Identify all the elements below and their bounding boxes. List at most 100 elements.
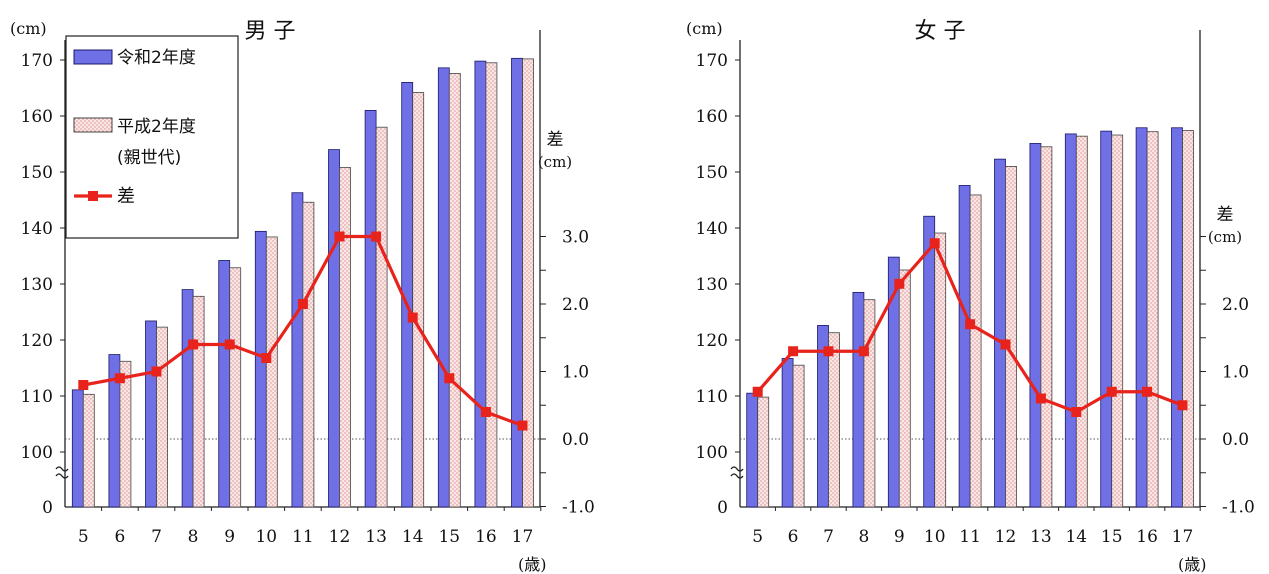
bar-heisei2: [1005, 165, 1017, 508]
x-tick-label: 12: [329, 527, 351, 547]
x-tick-label: 9: [224, 527, 235, 547]
y-tick-label: 160: [21, 107, 53, 127]
difference-point: [114, 373, 125, 384]
bar-reiwa2: [254, 230, 267, 508]
y2-axis-unit: (cm): [538, 153, 572, 171]
difference-point: [1035, 393, 1046, 404]
bar-heisei2: [1075, 135, 1088, 508]
y2-axis-unit: (cm): [1208, 228, 1242, 246]
bar-heisei2: [302, 201, 315, 508]
bar-heisei2: [757, 396, 770, 508]
bar-reiwa2: [923, 215, 936, 508]
bar-heisei2: [156, 326, 168, 508]
difference-point: [894, 278, 905, 289]
x-tick-label: 6: [114, 527, 125, 547]
y-tick-label: 100: [696, 443, 728, 463]
legend-label-diff: 差: [117, 186, 135, 207]
x-tick-label: 8: [188, 527, 199, 547]
y-tick-label: 170: [696, 51, 728, 71]
y2-tick-label: -1.0: [562, 498, 595, 518]
x-tick-label: 17: [512, 527, 534, 547]
bar-reiwa2: [994, 158, 1006, 508]
x-tick-label: 15: [438, 527, 460, 547]
y-tick-label: 100: [21, 443, 53, 463]
bar-heisei2: [119, 360, 132, 508]
x-tick-label: 10: [255, 527, 277, 547]
bar-heisei2: [522, 58, 534, 508]
x-tick-label: 11: [292, 527, 314, 547]
bar-heisei2: [934, 232, 947, 508]
difference-point: [188, 339, 199, 350]
y2-tick-label: 1.0: [1222, 363, 1249, 383]
bar-heisei2: [1182, 130, 1194, 508]
difference-point: [78, 380, 89, 390]
y2-tick-label: 2.0: [562, 295, 589, 315]
axis-break-mark: [730, 466, 744, 479]
x-tick-label: 6: [788, 527, 799, 547]
y-tick-label: 130: [696, 275, 728, 295]
bar-heisei2: [229, 267, 242, 508]
x-tick-label: 13: [365, 527, 387, 547]
x-tick-label: 13: [1030, 527, 1052, 547]
legend-label-reiwa2: 令和2年度: [117, 48, 196, 68]
chart-title: 男 子: [245, 19, 296, 44]
difference-point: [965, 319, 976, 330]
difference-point: [1177, 400, 1188, 411]
y2-tick-label: 2.0: [1222, 295, 1249, 315]
y2-axis-label: 差: [547, 130, 564, 150]
bar-heisei2: [412, 92, 425, 508]
legend-label-parent-generation: (親世代): [117, 148, 181, 168]
boys-chart-panel: 男 子(cm)(歳)差(cm)1001101201301401501601700…: [10, 19, 595, 574]
bar-reiwa2: [71, 389, 84, 508]
y-tick-label: 140: [21, 219, 53, 239]
y-tick-label: 160: [696, 107, 728, 127]
difference-point: [929, 238, 940, 249]
difference-point: [1071, 407, 1082, 417]
difference-point: [752, 386, 763, 397]
bar-reiwa2: [291, 192, 304, 508]
y-tick-label: 150: [696, 163, 728, 183]
bar-reiwa2: [1100, 130, 1113, 508]
y2-tick-label: -1.0: [1222, 498, 1255, 518]
bar-heisei2: [192, 295, 205, 508]
girls-chart-panel: 女 子(cm)(歳)差(cm)1001101201301401501601700…: [686, 19, 1255, 574]
bar-heisei2: [828, 332, 840, 508]
difference-point: [151, 366, 162, 377]
x-tick-label: 14: [402, 527, 424, 547]
legend-swatch-heisei2: [73, 117, 113, 133]
x-tick-label: 7: [823, 527, 834, 547]
y2-tick-label: 0.0: [1222, 430, 1249, 450]
bar-heisei2: [375, 126, 388, 508]
y2-tick-label: 1.0: [562, 363, 589, 383]
bar-reiwa2: [437, 67, 450, 508]
bar-heisei2: [82, 393, 95, 508]
bar-heisei2: [898, 269, 911, 508]
x-tick-label: 15: [1101, 527, 1123, 547]
difference-point: [480, 407, 491, 417]
x-tick-label: 7: [151, 527, 162, 547]
bar-reiwa2: [474, 60, 487, 508]
y-tick-label: 150: [21, 163, 53, 183]
x-tick-label: 14: [1065, 527, 1087, 547]
bar-reiwa2: [145, 320, 157, 508]
y-tick-label: 110: [21, 387, 53, 407]
x-tick-label: 12: [995, 527, 1017, 547]
y2-axis-label: 差: [1217, 205, 1234, 225]
y-tick-label: 120: [21, 331, 53, 351]
y2-tick-label: 0.0: [562, 430, 589, 450]
bar-reiwa2: [958, 185, 971, 508]
axis-break-mark: [55, 466, 69, 479]
x-tick-label: 5: [752, 527, 763, 547]
bar-reiwa2: [328, 149, 340, 508]
chart-title: 女 子: [915, 19, 966, 44]
y-tick-label: 140: [696, 219, 728, 239]
legend-swatch-reiwa2: [73, 49, 113, 65]
bar-reiwa2: [1064, 133, 1077, 508]
bar-reiwa2: [1135, 127, 1148, 508]
bar-heisei2: [1146, 131, 1159, 508]
bar-heisei2: [339, 167, 351, 508]
y-axis-unit: (cm): [10, 19, 47, 38]
difference-point: [444, 373, 455, 384]
